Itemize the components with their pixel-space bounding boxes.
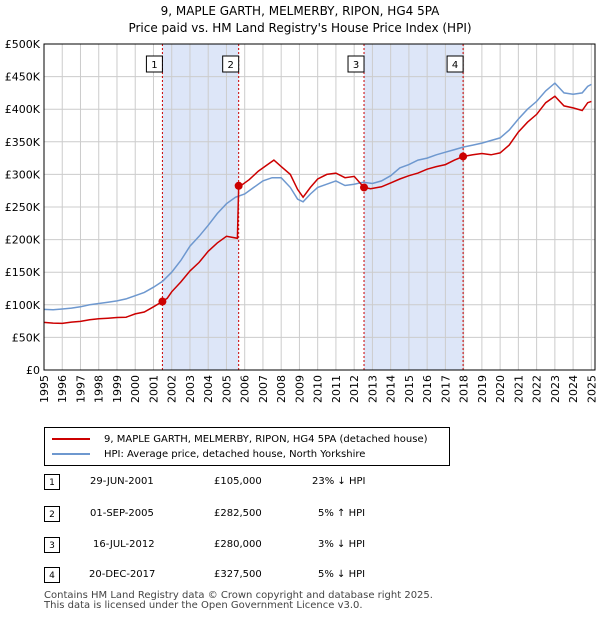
- legend: 9, MAPLE GARTH, MELMERBY, RIPON, HG4 5PA…: [44, 427, 450, 466]
- transaction-date: 01-SEP-2005: [90, 508, 154, 519]
- y-tick-label: £150K: [5, 266, 41, 279]
- footer: Contains HM Land Registry data © Crown c…: [44, 591, 433, 611]
- chart-title: 9, MAPLE GARTH, MELMERBY, RIPON, HG4 5PA: [160, 4, 440, 18]
- x-tick-label: 1997: [74, 375, 87, 403]
- plot-border: [43, 43, 596, 371]
- legend-item-hpi: HPI: Average price, detached house, Nort…: [45, 447, 365, 461]
- x-tick-label: 2015: [403, 375, 416, 403]
- transaction-price: £280,000: [214, 539, 262, 550]
- legend-item-price: 9, MAPLE GARTH, MELMERBY, RIPON, HG4 5PA…: [45, 432, 428, 446]
- x-tick-label: 2007: [257, 375, 270, 403]
- legend-swatch-price: [52, 438, 90, 440]
- transaction-date: 16-JUL-2012: [93, 539, 155, 550]
- transaction-date: 29-JUN-2001: [90, 476, 154, 487]
- chart-subtitle: Price paid vs. HM Land Registry's House …: [128, 21, 472, 35]
- sale-point: [158, 297, 167, 306]
- sale-number-badge: [347, 55, 365, 73]
- y-tick-label: £100K: [5, 299, 41, 312]
- y-tick-label: £500K: [5, 38, 41, 51]
- x-tick-label: 2016: [421, 375, 434, 403]
- x-tick-label: 2002: [166, 375, 179, 403]
- y-tick-label: £0: [26, 364, 40, 377]
- y-tick-label: £300K: [5, 168, 41, 181]
- x-tick-label: 2005: [220, 375, 233, 403]
- sale-point: [360, 183, 369, 192]
- footer-copyright: Contains HM Land Registry data © Crown c…: [44, 590, 433, 601]
- transaction-hpi: 5% ↓ HPI: [318, 569, 366, 580]
- x-tick-label: 2023: [549, 375, 562, 403]
- x-tick-label: 2013: [366, 375, 379, 403]
- x-tick-label: 2025: [585, 375, 598, 403]
- x-tick-label: 1999: [111, 375, 124, 403]
- legend-label-hpi: HPI: Average price, detached house, Nort…: [104, 448, 366, 460]
- footer-licence: This data is licensed under the Open Gov…: [44, 600, 363, 611]
- y-tick-label: £200K: [5, 234, 41, 247]
- x-tick-label: 2012: [348, 375, 361, 403]
- x-tick-label: 2010: [312, 375, 325, 403]
- x-tick-label: 2020: [494, 375, 507, 403]
- x-tick-label: 2022: [531, 375, 544, 403]
- x-tick-label: 2014: [385, 375, 398, 403]
- x-tick-label: 2003: [184, 375, 197, 403]
- sale-point: [459, 152, 468, 161]
- transaction-date: 20-DEC-2017: [89, 569, 156, 580]
- sale-number-label: 4: [452, 60, 458, 71]
- y-tick-label: £350K: [5, 136, 41, 149]
- transaction-number: 3: [44, 537, 60, 553]
- y-tick-label: £250K: [5, 201, 41, 214]
- sale-point: [234, 181, 243, 190]
- transaction-number: 4: [44, 567, 60, 583]
- legend-swatch-hpi: [52, 453, 90, 455]
- transaction-hpi: 23% ↓ HPI: [312, 476, 366, 487]
- price-paid-line: [43, 95, 592, 325]
- sale-number-badge: [145, 55, 163, 73]
- x-tick-label: 2008: [275, 375, 288, 403]
- transaction-price: £327,500: [214, 569, 262, 580]
- x-tick-label: 1998: [93, 375, 106, 403]
- x-tick-label: 2019: [476, 375, 489, 403]
- x-tick-label: 1995: [38, 375, 51, 403]
- sale-number-label: 3: [353, 60, 359, 71]
- sale-number-label: 1: [151, 60, 157, 71]
- x-tick-label: 2004: [202, 375, 215, 403]
- transaction-hpi: 5% ↑ HPI: [318, 508, 366, 519]
- transaction-row: 3 16-JUL-2012 £280,000 3% ↓ HPI: [44, 537, 404, 553]
- x-tick-label: 2024: [567, 375, 580, 403]
- x-tick-label: 2017: [439, 375, 452, 403]
- transaction-price: £105,000: [214, 476, 262, 487]
- x-tick-label: 2006: [239, 375, 252, 403]
- x-tick-label: 2001: [147, 375, 160, 403]
- transaction-row: 2 01-SEP-2005 £282,500 5% ↑ HPI: [44, 506, 404, 522]
- transaction-row: 4 20-DEC-2017 £327,500 5% ↓ HPI: [44, 567, 404, 583]
- x-tick-label: 2018: [458, 375, 471, 403]
- transaction-number: 2: [44, 506, 60, 522]
- x-tick-label: 2009: [293, 375, 306, 403]
- legend-label-price: 9, MAPLE GARTH, MELMERBY, RIPON, HG4 5PA…: [104, 433, 428, 445]
- sale-number-label: 2: [227, 60, 233, 71]
- transaction-row: 1 29-JUN-2001 £105,000 23% ↓ HPI: [44, 474, 404, 490]
- x-tick-label: 2021: [512, 375, 525, 403]
- x-tick-label: 2000: [129, 375, 142, 403]
- y-tick-label: £400K: [5, 103, 41, 116]
- hpi-line: [43, 82, 592, 311]
- transaction-hpi: 3% ↓ HPI: [318, 539, 366, 550]
- price-chart: £0 £50K £100K £150K £200K £250K £300K £350K £400…: [5, 38, 599, 403]
- y-tick-label: £450K: [5, 71, 41, 84]
- y-tick-label: £50K: [12, 331, 41, 344]
- sale-number-badge: [446, 55, 464, 73]
- transaction-number: 1: [44, 474, 60, 490]
- x-tick-label: 1996: [56, 375, 69, 403]
- sale-number-badge: [222, 55, 240, 73]
- transaction-price: £282,500: [214, 508, 262, 519]
- x-tick-label: 2011: [330, 375, 343, 403]
